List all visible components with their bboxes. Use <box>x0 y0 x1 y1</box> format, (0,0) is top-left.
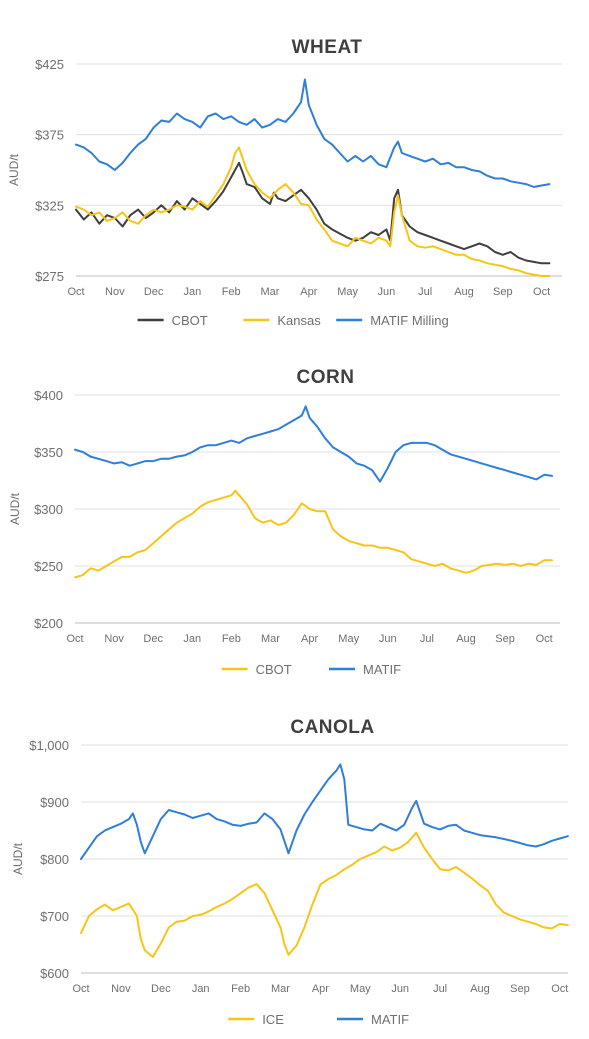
canola-legend-label-ice: ICE <box>262 1012 284 1027</box>
wheat-series-kansas <box>75 146 551 277</box>
corn-x-tick-label: May <box>338 633 359 645</box>
wheat-x-tick-label: Apr <box>300 286 317 298</box>
canola-x-tick-label: Sep <box>510 983 530 995</box>
canola-x-tick-label: Dec <box>151 983 171 995</box>
wheat-x-tick-label: May <box>337 286 358 298</box>
canola-y-tick-label: $600 <box>40 966 69 981</box>
wheat-x-tick-label: Oct <box>67 286 84 298</box>
corn-legend-label-matif: MATIF <box>363 662 401 677</box>
canola-series-matif <box>80 763 569 860</box>
wheat-legend-label-kansas: Kansas <box>277 313 321 328</box>
wheat-legend-label-matif-milling: MATIF Milling <box>370 313 448 328</box>
corn-chart: CORN $200 $250 $300 $350 $400 AUD/t Oct Nov Dec Ja… <box>8 367 560 677</box>
corn-title: CORN <box>297 367 355 388</box>
corn-x-tick-label: Oct <box>66 633 83 645</box>
corn-x-tick-label: Mar <box>261 633 280 645</box>
wheat-x-tick-label: Oct <box>533 286 550 298</box>
corn-x-tick-label: Jul <box>420 633 434 645</box>
canola-y-tick-label: $800 <box>40 852 69 867</box>
wheat-y-tick-label: $425 <box>35 57 64 72</box>
canola-x-tick-label: Mar <box>271 983 290 995</box>
canola-x-tick-label: Feb <box>231 983 250 995</box>
corn-series-cbot <box>74 489 553 579</box>
canola-x-tick-label: Apr <box>312 983 329 995</box>
wheat-x-tick-label: Sep <box>493 286 513 298</box>
corn-x-tick-label: Oct <box>536 633 553 645</box>
wheat-y-tick-label: $275 <box>35 269 64 284</box>
wheat-y-axis-label: AUD/t <box>7 153 21 186</box>
canola-x-tick-label: Jan <box>192 983 210 995</box>
wheat-y-tick-label: $325 <box>35 198 64 213</box>
wheat-legend-label-cbot: CBOT <box>172 313 208 328</box>
wheat-x-tick-label: Feb <box>222 286 241 298</box>
wheat-y-tick-label: $375 <box>35 128 64 143</box>
corn-y-tick-label: $400 <box>34 388 63 403</box>
corn-y-tick-label: $350 <box>34 445 63 460</box>
corn-y-tick-label: $200 <box>34 616 63 631</box>
corn-x-tick-label: Apr <box>301 633 318 645</box>
corn-series-matif <box>74 405 553 483</box>
corn-x-tick-label: Dec <box>143 633 163 645</box>
canola-y-tick-label: $900 <box>40 795 69 810</box>
canola-title: CANOLA <box>290 717 374 738</box>
wheat-series-matif-milling <box>75 78 551 188</box>
corn-x-tick-label: Sep <box>495 633 515 645</box>
corn-x-tick-label: Feb <box>222 633 241 645</box>
canola-x-tick-label: Aug <box>470 983 490 995</box>
wheat-x-tick-label: Jan <box>184 286 202 298</box>
corn-x-tick-label: Jan <box>183 633 201 645</box>
canola-y-tick-label: $1,000 <box>29 738 69 753</box>
canola-y-tick-label: $700 <box>40 909 69 924</box>
canola-x-tick-label: May <box>350 983 371 995</box>
canola-y-axis-label: AUD/t <box>11 842 25 875</box>
canola-series-ice <box>80 831 569 958</box>
wheat-x-tick-label: Jun <box>378 286 396 298</box>
canola-x-tick-label: Jul <box>433 983 447 995</box>
canola-x-tick-label: Oct <box>551 983 568 995</box>
canola-x-tick-label: Jun <box>391 983 409 995</box>
corn-x-tick-label: Aug <box>456 633 476 645</box>
wheat-x-tick-label: Jul <box>418 286 432 298</box>
corn-legend-label-cbot: CBOT <box>256 662 292 677</box>
canola-x-tick-label: Oct <box>72 983 89 995</box>
wheat-x-tick-label: Nov <box>105 286 125 298</box>
corn-y-axis-label: AUD/t <box>8 492 22 525</box>
canola-chart: CANOLA $600 $700 $800 $900 $1,000 AUD/t Oct Nov D… <box>11 717 569 1027</box>
wheat-series-cbot <box>75 161 551 265</box>
corn-x-tick-label: Nov <box>104 633 124 645</box>
corn-x-tick-label: Jun <box>379 633 397 645</box>
wheat-title: WHEAT <box>292 37 363 58</box>
wheat-x-tick-label: Mar <box>261 286 280 298</box>
wheat-x-tick-label: Dec <box>144 286 164 298</box>
wheat-x-tick-label: Aug <box>454 286 474 298</box>
wheat-chart: WHEAT $275 $325 $375 $425 AUD/t Oct Nov Dec Jan Fe… <box>7 37 562 328</box>
corn-y-tick-label: $250 <box>34 559 63 574</box>
canola-legend-label-matif: MATIF <box>371 1012 409 1027</box>
canola-x-tick-label: Nov <box>111 983 131 995</box>
corn-y-tick-label: $300 <box>34 502 63 517</box>
